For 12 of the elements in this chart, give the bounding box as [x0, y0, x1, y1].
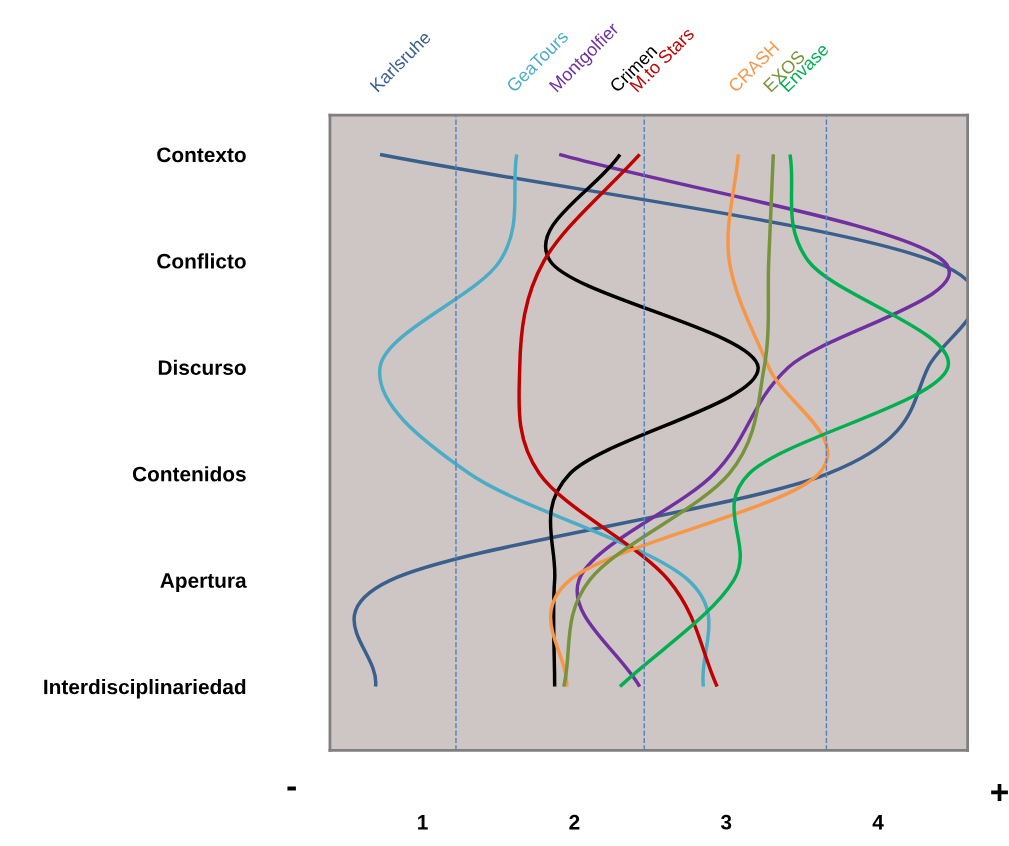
- y-tick-label: Interdisciplinariedad: [44, 679, 246, 699]
- x-tick-label: 2: [569, 814, 580, 830]
- y-tick-label: Contexto: [157, 147, 246, 163]
- x-tick-label: 1: [418, 815, 428, 830]
- text: +: [991, 783, 1008, 801]
- y-tick-label: Apertura: [160, 573, 247, 592]
- x-tick-label: 4: [872, 815, 884, 830]
- y-tick-label: Discurso: [158, 359, 246, 376]
- x-tick-label: 3: [720, 814, 732, 830]
- y-tick-label: Conflicto: [157, 253, 246, 269]
- text: -: [287, 786, 296, 791]
- y-tick-label: Contenidos: [132, 466, 246, 482]
